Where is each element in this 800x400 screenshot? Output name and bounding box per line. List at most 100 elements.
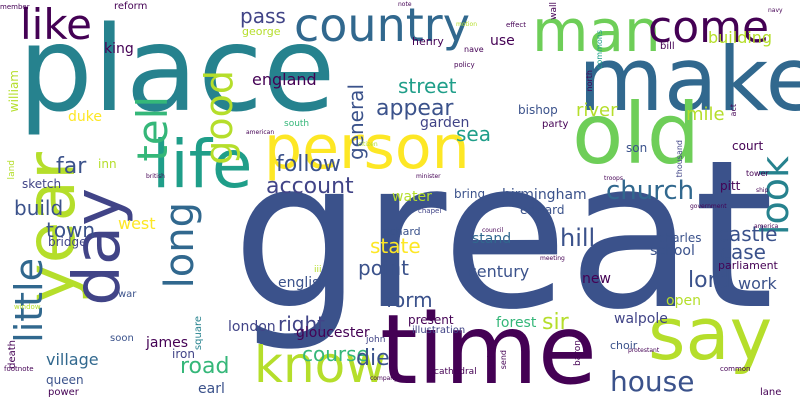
word-work: work	[738, 274, 777, 293]
word-place: place	[18, 0, 336, 138]
word-earl: earl	[198, 381, 225, 397]
word-king: king	[104, 41, 134, 57]
word-john: john	[366, 335, 386, 345]
word-baron: baron	[573, 340, 583, 366]
word-castle: castle	[718, 222, 778, 246]
word-general: general	[344, 84, 368, 161]
word-present: present	[408, 313, 454, 327]
word-england: england	[252, 70, 317, 89]
word-motion: motion	[456, 21, 478, 28]
word-parliament: parliament	[718, 259, 778, 272]
word-like: like	[20, 0, 93, 49]
word-soon: soon	[110, 333, 134, 344]
word-birmingham: birmingham	[502, 187, 587, 203]
word-member: member	[0, 3, 30, 11]
word-war: war	[118, 289, 137, 300]
word-say: say	[648, 292, 773, 376]
word-note: note	[398, 1, 412, 8]
word-river: river	[576, 100, 618, 121]
word-government: government	[690, 203, 727, 210]
word-mile: mile	[686, 104, 725, 125]
word-old: old	[572, 85, 701, 183]
word-walpole: walpole	[614, 311, 668, 327]
word-west: west	[118, 214, 156, 233]
word-bring: bring	[454, 187, 486, 201]
word-form: form	[386, 288, 433, 312]
word-country: country	[294, 0, 470, 52]
word-minister: minister	[416, 173, 441, 180]
word-appear: appear	[376, 96, 454, 121]
word-new: new	[582, 271, 611, 287]
word-act: act	[729, 104, 738, 117]
word-account: account	[266, 174, 354, 199]
word-church: church	[606, 176, 695, 206]
word-sketch: sketch	[22, 177, 62, 191]
word-great: great	[232, 117, 775, 355]
word-forest: forest	[496, 315, 537, 331]
word-policy: policy	[454, 61, 475, 69]
word-iii: iii	[314, 265, 322, 275]
word-chapel: chapel	[418, 207, 442, 215]
word-illustration: illustration	[412, 325, 466, 336]
word-tower: tower	[746, 169, 769, 178]
word-use: use	[490, 33, 515, 49]
word-council: council	[482, 227, 504, 234]
word-charles: charles	[658, 231, 702, 245]
word-century: century	[468, 262, 530, 281]
word-square: square	[193, 316, 204, 351]
word-sea: sea	[456, 122, 491, 146]
word-window: window	[14, 303, 41, 311]
word-court: court	[732, 139, 764, 153]
word-james: james	[146, 335, 189, 351]
word-state: state	[370, 234, 421, 258]
word-case: case	[720, 240, 766, 264]
word-company: company	[370, 375, 398, 382]
word-duke: duke	[68, 109, 102, 125]
word-edward: edward	[520, 203, 565, 217]
word-person: person	[264, 113, 470, 183]
word-effect: effect	[506, 21, 527, 29]
word-north: north	[585, 70, 594, 92]
word-iron: iron	[172, 347, 195, 361]
word-london: london	[228, 319, 276, 335]
word-water: water	[392, 189, 432, 205]
word-life: life	[152, 126, 253, 203]
word-pitt: pitt	[720, 179, 741, 193]
word-lane: lane	[760, 387, 782, 398]
word-citizen: citizen	[358, 141, 378, 148]
word-party: party	[542, 119, 569, 130]
word-follow: follow	[276, 152, 341, 177]
word-footnote: footnote	[4, 365, 34, 373]
word-power: power	[48, 387, 79, 398]
word-tell: tell	[128, 96, 177, 162]
word-navy: navy	[768, 7, 783, 14]
word-right: right	[278, 312, 325, 336]
word-send: send	[499, 350, 508, 370]
word-bridge: bridge	[48, 235, 87, 249]
word-american: american	[246, 129, 275, 136]
word-make: make	[578, 28, 800, 131]
word-meeting: meeting	[540, 255, 565, 262]
word-stand: stand	[472, 231, 512, 247]
word-town: town	[46, 218, 96, 242]
word-henry: henry	[412, 35, 444, 48]
word-course: course	[302, 342, 369, 366]
word-common: common	[720, 365, 751, 373]
word-protestant: protestant	[628, 347, 660, 354]
word-america: america	[754, 223, 779, 230]
word-queen: queen	[46, 373, 84, 387]
word-sir: sir	[542, 310, 569, 335]
word-south: south	[284, 119, 310, 129]
word-house: house	[610, 365, 695, 398]
word-point: point	[358, 256, 410, 280]
word-reform: reform	[114, 1, 148, 12]
word-william: william	[7, 70, 21, 113]
word-pass: pass	[240, 4, 286, 28]
word-long: long	[157, 202, 203, 289]
word-british: british	[146, 173, 165, 180]
word-son: son	[626, 141, 648, 155]
word-garden: garden	[420, 115, 470, 131]
word-little: little	[7, 258, 51, 343]
word-die: die	[356, 346, 390, 371]
